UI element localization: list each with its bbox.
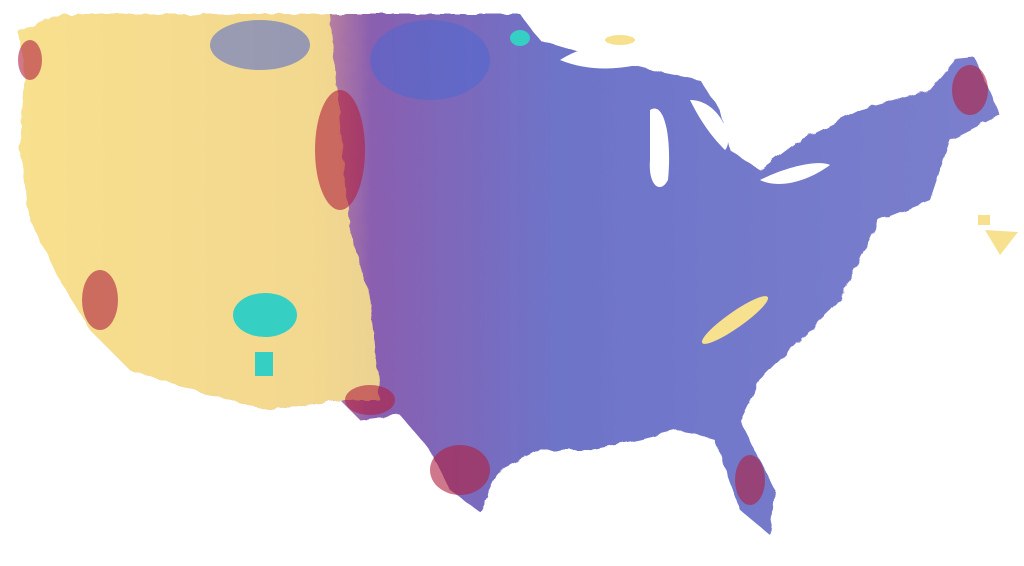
lake — [255, 352, 273, 376]
patch — [18, 40, 42, 80]
blue-patches — [210, 20, 490, 100]
lake — [233, 293, 297, 337]
land — [18, 14, 1000, 535]
western-region — [18, 14, 380, 410]
patch — [605, 35, 635, 45]
patch — [735, 455, 765, 505]
lake — [690, 100, 729, 150]
yellow-patches — [605, 35, 1018, 344]
patch — [952, 65, 988, 115]
lake — [510, 30, 530, 46]
lake — [649, 108, 670, 188]
patch — [701, 296, 769, 344]
great-lakes — [560, 45, 830, 188]
patch — [430, 445, 490, 495]
lake — [560, 45, 650, 69]
patch — [345, 385, 395, 415]
island — [978, 215, 990, 225]
island — [985, 230, 1018, 255]
patch — [210, 20, 310, 70]
patch — [370, 20, 490, 100]
red-patches — [18, 40, 988, 505]
patch — [82, 270, 118, 330]
patch — [315, 90, 365, 210]
lake — [760, 163, 830, 185]
